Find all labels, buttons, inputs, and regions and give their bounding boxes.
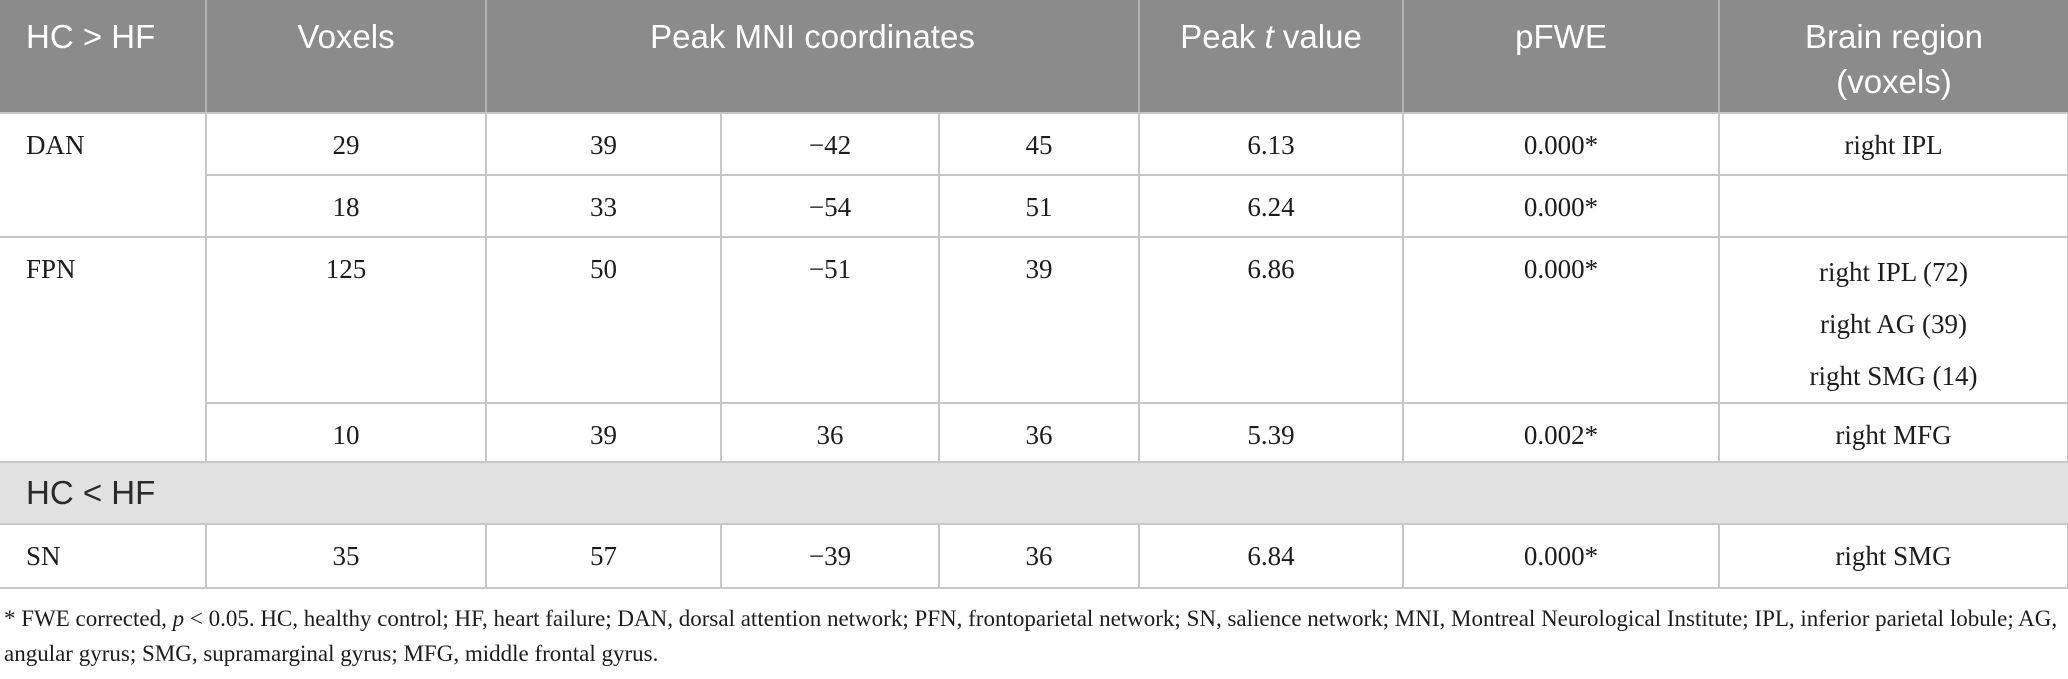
cell-voxels: 29 xyxy=(206,113,487,176)
brain-region-line1: Brain region xyxy=(1805,18,1983,55)
cell-mni-x: 33 xyxy=(486,175,722,238)
cell-mni-z: 45 xyxy=(939,113,1141,176)
cell-mni-x: 39 xyxy=(486,113,722,176)
table-footnote: * FWE corrected, p < 0.05. HC, healthy c… xyxy=(0,589,2064,671)
cell-peak-t: 6.86 xyxy=(1139,237,1405,404)
column-header-voxels: Voxels xyxy=(206,0,487,114)
section-row-hc-lt-hf: HC < HF xyxy=(0,461,2068,525)
cell-mni-z: 51 xyxy=(939,175,1141,238)
cell-peak-t: 6.24 xyxy=(1139,175,1405,238)
cell-mni-y: −39 xyxy=(721,524,940,589)
cell-brain-region: right IPL xyxy=(1719,113,2068,176)
cell-mni-z: 39 xyxy=(939,237,1141,404)
brain-region-line2: (voxels) xyxy=(1836,63,1952,100)
table-row-dan-2: 18 33 −54 51 6.24 0.000* xyxy=(0,175,2068,238)
table-row-sn: SN 35 57 −39 36 6.84 0.000* right SMG xyxy=(0,524,2068,589)
cell-brain-region-empty xyxy=(1719,175,2068,238)
section-label: HC < HF xyxy=(0,461,2068,525)
peak-t-post: value xyxy=(1273,18,1362,55)
brain-region-item: right IPL (72) xyxy=(1819,257,1968,287)
footnote-prefix: * FWE corrected, xyxy=(4,606,173,631)
cell-voxels: 18 xyxy=(206,175,487,238)
column-header-pfwe: pFWE xyxy=(1403,0,1721,114)
cell-network-dan: DAN xyxy=(0,113,207,238)
cell-mni-x: 57 xyxy=(486,524,722,589)
cell-mni-x: 39 xyxy=(486,403,722,463)
brain-region-item: right SMG (14) xyxy=(1809,361,1978,391)
column-header-brain-region: Brain region (voxels) xyxy=(1719,0,2068,114)
cell-mni-y: −51 xyxy=(721,237,940,404)
cell-mni-z: 36 xyxy=(939,524,1141,589)
brain-region-item: right AG (39) xyxy=(1820,309,1967,339)
cell-mni-y: 36 xyxy=(721,403,940,463)
cell-peak-t: 5.39 xyxy=(1139,403,1405,463)
cell-network-fpn: FPN xyxy=(0,237,207,463)
cell-mni-x: 50 xyxy=(486,237,722,404)
cell-pfwe: 0.000* xyxy=(1403,175,1721,238)
cell-mni-z: 36 xyxy=(939,403,1141,463)
table-header: HC > HF Voxels Peak MNI coordinates Peak… xyxy=(0,0,2068,114)
cell-brain-region-list: right IPL (72) right AG (39) right SMG (… xyxy=(1719,237,2068,404)
cell-pfwe: 0.000* xyxy=(1403,113,1721,176)
cell-brain-region: right SMG xyxy=(1719,524,2068,589)
table-row-fpn-2: 10 39 36 36 5.39 0.002* right MFG xyxy=(0,403,2068,463)
cell-network-sn: SN xyxy=(0,524,207,589)
cell-brain-region: right MFG xyxy=(1719,403,2068,463)
cell-voxels: 10 xyxy=(206,403,487,463)
cell-mni-y: −54 xyxy=(721,175,940,238)
cell-pfwe: 0.000* xyxy=(1403,237,1721,404)
cell-voxels: 125 xyxy=(206,237,487,404)
column-header-mni: Peak MNI coordinates xyxy=(486,0,1141,114)
cell-peak-t: 6.84 xyxy=(1139,524,1405,589)
peak-t-pre: Peak xyxy=(1180,18,1265,55)
peak-t-italic: t xyxy=(1264,18,1274,55)
footnote-rest: < 0.05. HC, healthy control; HF, heart f… xyxy=(4,606,2058,666)
footnote-p-italic: p xyxy=(172,606,185,631)
table-body: DAN 29 39 −42 45 6.13 0.000* right IPL 1… xyxy=(0,113,2068,589)
cell-peak-t: 6.13 xyxy=(1139,113,1405,176)
cell-pfwe: 0.002* xyxy=(1403,403,1721,463)
cell-pfwe: 0.000* xyxy=(1403,524,1721,589)
header-row: HC > HF Voxels Peak MNI coordinates Peak… xyxy=(0,0,2068,114)
column-header-contrast: HC > HF xyxy=(0,0,207,114)
table-row-fpn-1: FPN 125 50 −51 39 6.86 0.000* right IPL … xyxy=(0,237,2068,463)
cell-mni-y: −42 xyxy=(721,113,940,176)
table-row-dan-1: DAN 29 39 −42 45 6.13 0.000* right IPL xyxy=(0,113,2068,238)
column-header-peak-t: Peak t value xyxy=(1139,0,1405,114)
statistics-table: HC > HF Voxels Peak MNI coordinates Peak… xyxy=(0,0,2068,589)
cell-voxels: 35 xyxy=(206,524,487,589)
